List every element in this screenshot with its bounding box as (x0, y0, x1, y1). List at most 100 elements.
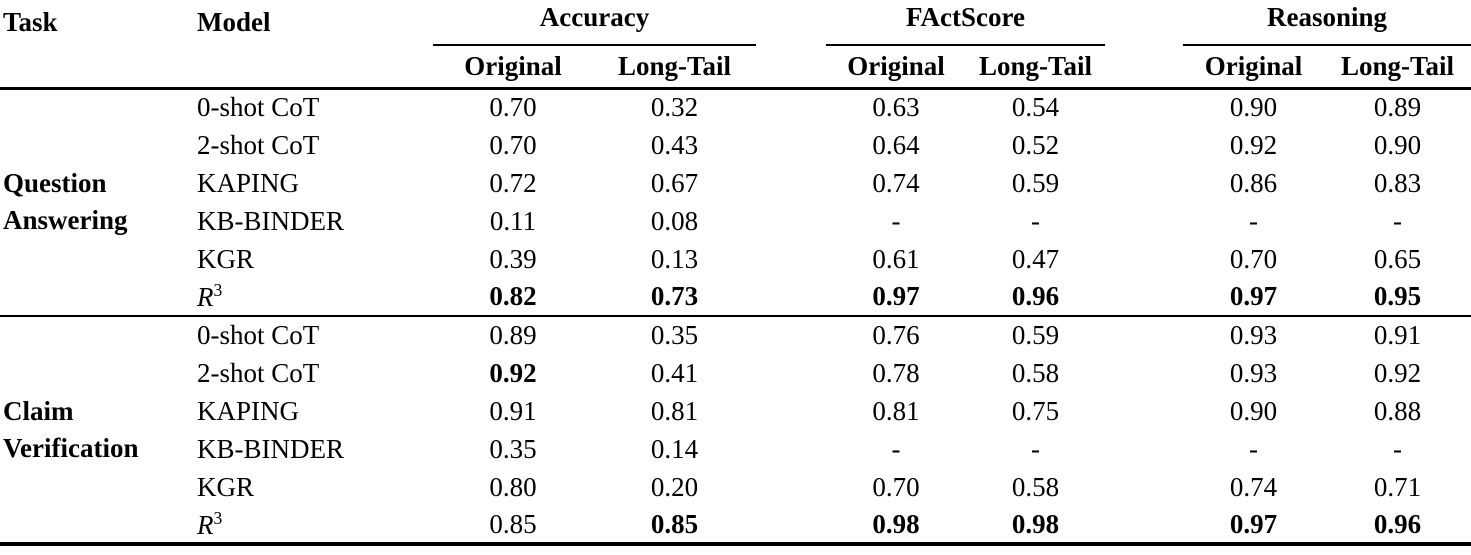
value-cell: 0.97 (826, 278, 967, 317)
subheader-factscore-longtail: Long-Tail (966, 45, 1106, 90)
model-label: 0-shot CoT (197, 320, 320, 350)
value-cell: 0.85 (650, 508, 699, 539)
column-gap (756, 202, 826, 240)
value-cell: 0.74 (1229, 471, 1278, 502)
value-cell: 0.92 (489, 357, 537, 388)
value-cell: 0.78 (872, 357, 920, 388)
model-label: 2-shot CoT (197, 129, 320, 160)
section-claim-verification: Claim Verification 0-shot CoT 0.89 0.35 0.76 0… (0, 316, 1471, 544)
column-gap (756, 164, 826, 202)
column-gap (1105, 202, 1183, 240)
column-gap (756, 240, 826, 278)
model-label: R3 (197, 507, 223, 540)
group-header-factscore: FActScore (826, 0, 1106, 46)
column-gap (1105, 240, 1183, 278)
value-cell: 0.96 (1373, 508, 1422, 539)
value-cell: 0.08 (650, 205, 699, 236)
value-cell: - (1031, 205, 1041, 236)
model-header-spacer (193, 45, 433, 90)
value-cell: 0.58 (1011, 357, 1060, 388)
model-label: R3 (193, 278, 433, 317)
column-gap (1105, 126, 1183, 164)
model-label: KB-BINDER (197, 205, 344, 236)
value-cell: - (1393, 205, 1403, 236)
value-cell: 0.90 (1229, 395, 1278, 426)
value-cell: - (1249, 205, 1259, 236)
column-gap (756, 126, 826, 164)
column-gap (756, 506, 826, 544)
value-cell: - (1031, 433, 1041, 464)
value-cell: 0.67 (650, 167, 699, 198)
value-cell: 0.58 (1011, 471, 1060, 502)
value-cell: 0.83 (1373, 167, 1422, 198)
column-gap (756, 278, 827, 317)
table-row: R3 0.85 0.85 0.98 0.98 0.97 0.96 (0, 506, 1471, 544)
value-cell: 0.86 (1229, 167, 1278, 198)
column-gap (756, 316, 826, 354)
value-cell: 0.89 (489, 320, 537, 350)
value-cell: 0.47 (1011, 243, 1060, 274)
table-row: KB-BINDER 0.11 0.08 - - - - (0, 202, 1471, 240)
value-cell: 0.98 (1011, 508, 1060, 539)
subheader-reasoning-longtail: Long-Tail (1324, 45, 1471, 90)
task-label: Claim Verification (0, 316, 193, 544)
value-cell: 0.35 (489, 433, 537, 464)
table-row: 2-shot CoT 0.92 0.41 0.78 0.58 0.93 0.92 (0, 354, 1471, 392)
value-cell: 0.75 (1011, 395, 1060, 426)
column-gap (756, 430, 826, 468)
value-cell: 0.93 (1229, 357, 1278, 388)
value-cell: 0.80 (489, 471, 537, 502)
group-header-reasoning: Reasoning (1183, 0, 1471, 46)
value-cell: 0.98 (872, 508, 920, 539)
model-label: 2-shot CoT (197, 357, 320, 388)
column-gap (756, 392, 826, 430)
task-label: Question Answering (0, 88, 193, 316)
table-row: KAPING 0.91 0.81 0.81 0.75 0.90 0.88 (0, 392, 1471, 430)
value-cell: 0.70 (872, 471, 920, 502)
column-gap (1105, 506, 1183, 544)
model-label: KB-BINDER (197, 433, 344, 464)
value-cell: 0.90 (1229, 92, 1278, 123)
section-question-answering: Question Answering 0-shot CoT 0.70 0.32 0.63 0… (0, 88, 1471, 317)
value-cell: 0.97 (1183, 278, 1325, 317)
value-cell: 0.81 (650, 395, 699, 426)
table-row: KGR 0.39 0.13 0.61 0.47 0.70 0.65 (0, 240, 1471, 278)
value-cell: 0.64 (872, 129, 920, 160)
value-cell: 0.54 (1011, 92, 1060, 123)
value-cell: 0.71 (1373, 471, 1422, 502)
value-cell: 0.20 (650, 471, 699, 502)
value-cell: 0.91 (489, 395, 537, 426)
subheader-accuracy-original: Original (433, 45, 593, 90)
value-cell: 0.59 (1011, 167, 1060, 198)
value-cell: 0.72 (489, 167, 537, 198)
value-cell: 0.82 (433, 278, 593, 317)
value-cell: 0.59 (1011, 320, 1060, 350)
value-cell: 0.52 (1011, 129, 1060, 160)
value-cell: 0.39 (489, 243, 537, 274)
model-label: 0-shot CoT (197, 92, 320, 123)
column-gap (756, 0, 826, 45)
subheader-accuracy-longtail: Long-Tail (593, 45, 757, 90)
group-header-row: Task Model Accuracy FActScore Reasoning (0, 0, 1471, 46)
value-cell: 0.43 (650, 129, 699, 160)
table-row: R3 0.82 0.73 0.97 0.96 0.97 0.95 (0, 278, 1471, 317)
column-gap (1105, 45, 1184, 90)
value-cell: 0.70 (1229, 243, 1278, 274)
value-cell: 0.74 (872, 167, 920, 198)
column-gap (1105, 316, 1183, 354)
value-cell: - (1249, 433, 1259, 464)
column-gap (1105, 392, 1183, 430)
value-cell: 0.63 (872, 92, 920, 123)
table-row: KGR 0.80 0.20 0.70 0.58 0.74 0.71 (0, 468, 1471, 506)
column-gap (756, 45, 827, 90)
value-cell: 0.61 (872, 243, 920, 274)
table-header: Task Model Accuracy FActScore Reasoning … (0, 0, 1471, 90)
table-row: Claim Verification 0-shot CoT 0.89 0.35 0.76 0… (0, 316, 1471, 463)
value-cell: 0.73 (593, 278, 757, 317)
column-gap (756, 88, 826, 126)
value-cell: 0.96 (966, 278, 1106, 317)
value-cell: - (891, 205, 901, 236)
value-cell: 0.95 (1324, 278, 1471, 317)
value-cell: - (891, 433, 901, 464)
value-cell: 0.32 (650, 92, 699, 123)
